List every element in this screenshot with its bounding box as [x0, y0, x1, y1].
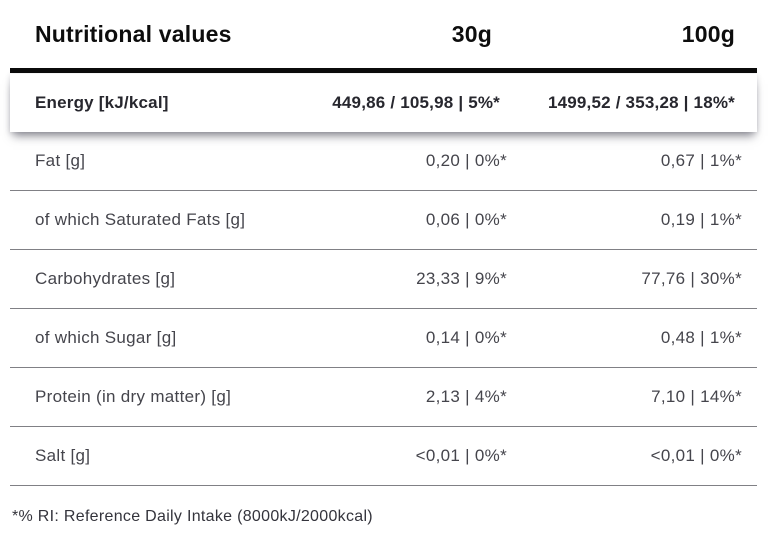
row-label: of which Saturated Fats [g]: [35, 210, 246, 229]
table-header-row: Nutritional values 30g 100g: [10, 0, 757, 68]
row-value-100g: 0,48 | 1%*: [660, 328, 742, 347]
row-label: Fat [g]: [35, 151, 86, 170]
table-row: Salt [g] <0,01 | 0%* <0,01 | 0%*: [10, 427, 757, 486]
energy-row: Energy [kJ/kcal] 449,86 / 105,98 | 5%* 1…: [10, 74, 757, 132]
table-row: of which Sugar [g] 0,14 | 0%* 0,48 | 1%*: [10, 309, 757, 368]
table-row: of which Saturated Fats [g] 0,06 | 0%* 0…: [10, 191, 757, 250]
row-label: Energy [kJ/kcal]: [35, 93, 169, 112]
row-value-30g: 449,86 / 105,98 | 5%*: [332, 93, 500, 112]
row-value-30g: 0,20 | 0%*: [425, 151, 507, 170]
row-value-100g: 1499,52 / 353,28 | 18%*: [547, 93, 735, 112]
row-value-100g: <0,01 | 0%*: [650, 446, 742, 465]
row-value-100g: 7,10 | 14%*: [651, 387, 742, 406]
row-label: Protein (in dry matter) [g]: [35, 387, 232, 406]
table-title: Nutritional values: [35, 20, 232, 47]
row-label: Salt [g]: [35, 446, 91, 465]
row-value-30g: <0,01 | 0%*: [415, 446, 507, 465]
row-value-100g: 0,67 | 1%*: [660, 151, 742, 170]
row-value-100g: 77,76 | 30%*: [641, 269, 742, 288]
row-value-30g: 0,06 | 0%*: [425, 210, 507, 229]
reference-intake-footnote: *% RI: Reference Daily Intake (8000kJ/20…: [12, 508, 373, 525]
nutrition-table: Nutritional values 30g 100g Energy [kJ/k…: [10, 0, 757, 486]
row-value-30g: 23,33 | 9%*: [416, 269, 507, 288]
row-value-30g: 2,13 | 4%*: [425, 387, 507, 406]
table-row: Carbohydrates [g] 23,33 | 9%* 77,76 | 30…: [10, 250, 757, 309]
header-divider: [10, 68, 757, 73]
row-value-100g: 0,19 | 1%*: [660, 210, 742, 229]
header-100g: 100g: [681, 20, 735, 47]
row-value-30g: 0,14 | 0%*: [425, 328, 507, 347]
row-label: of which Sugar [g]: [35, 328, 177, 347]
row-label: Carbohydrates [g]: [35, 269, 176, 288]
table-row: Fat [g] 0,20 | 0%* 0,67 | 1%*: [10, 132, 757, 191]
table-row: Protein (in dry matter) [g] 2,13 | 4%* 7…: [10, 368, 757, 427]
header-30g: 30g: [451, 20, 492, 47]
